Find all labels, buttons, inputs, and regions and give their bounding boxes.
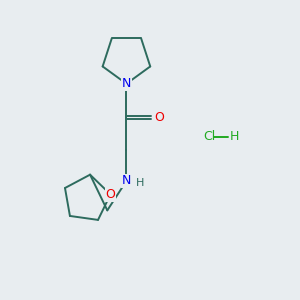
Text: N: N bbox=[122, 174, 131, 188]
Text: O: O bbox=[106, 188, 116, 201]
Text: O: O bbox=[154, 111, 164, 124]
Text: H: H bbox=[136, 178, 144, 188]
Text: Cl: Cl bbox=[203, 130, 215, 143]
Text: N: N bbox=[122, 77, 131, 90]
Text: H: H bbox=[230, 130, 239, 143]
